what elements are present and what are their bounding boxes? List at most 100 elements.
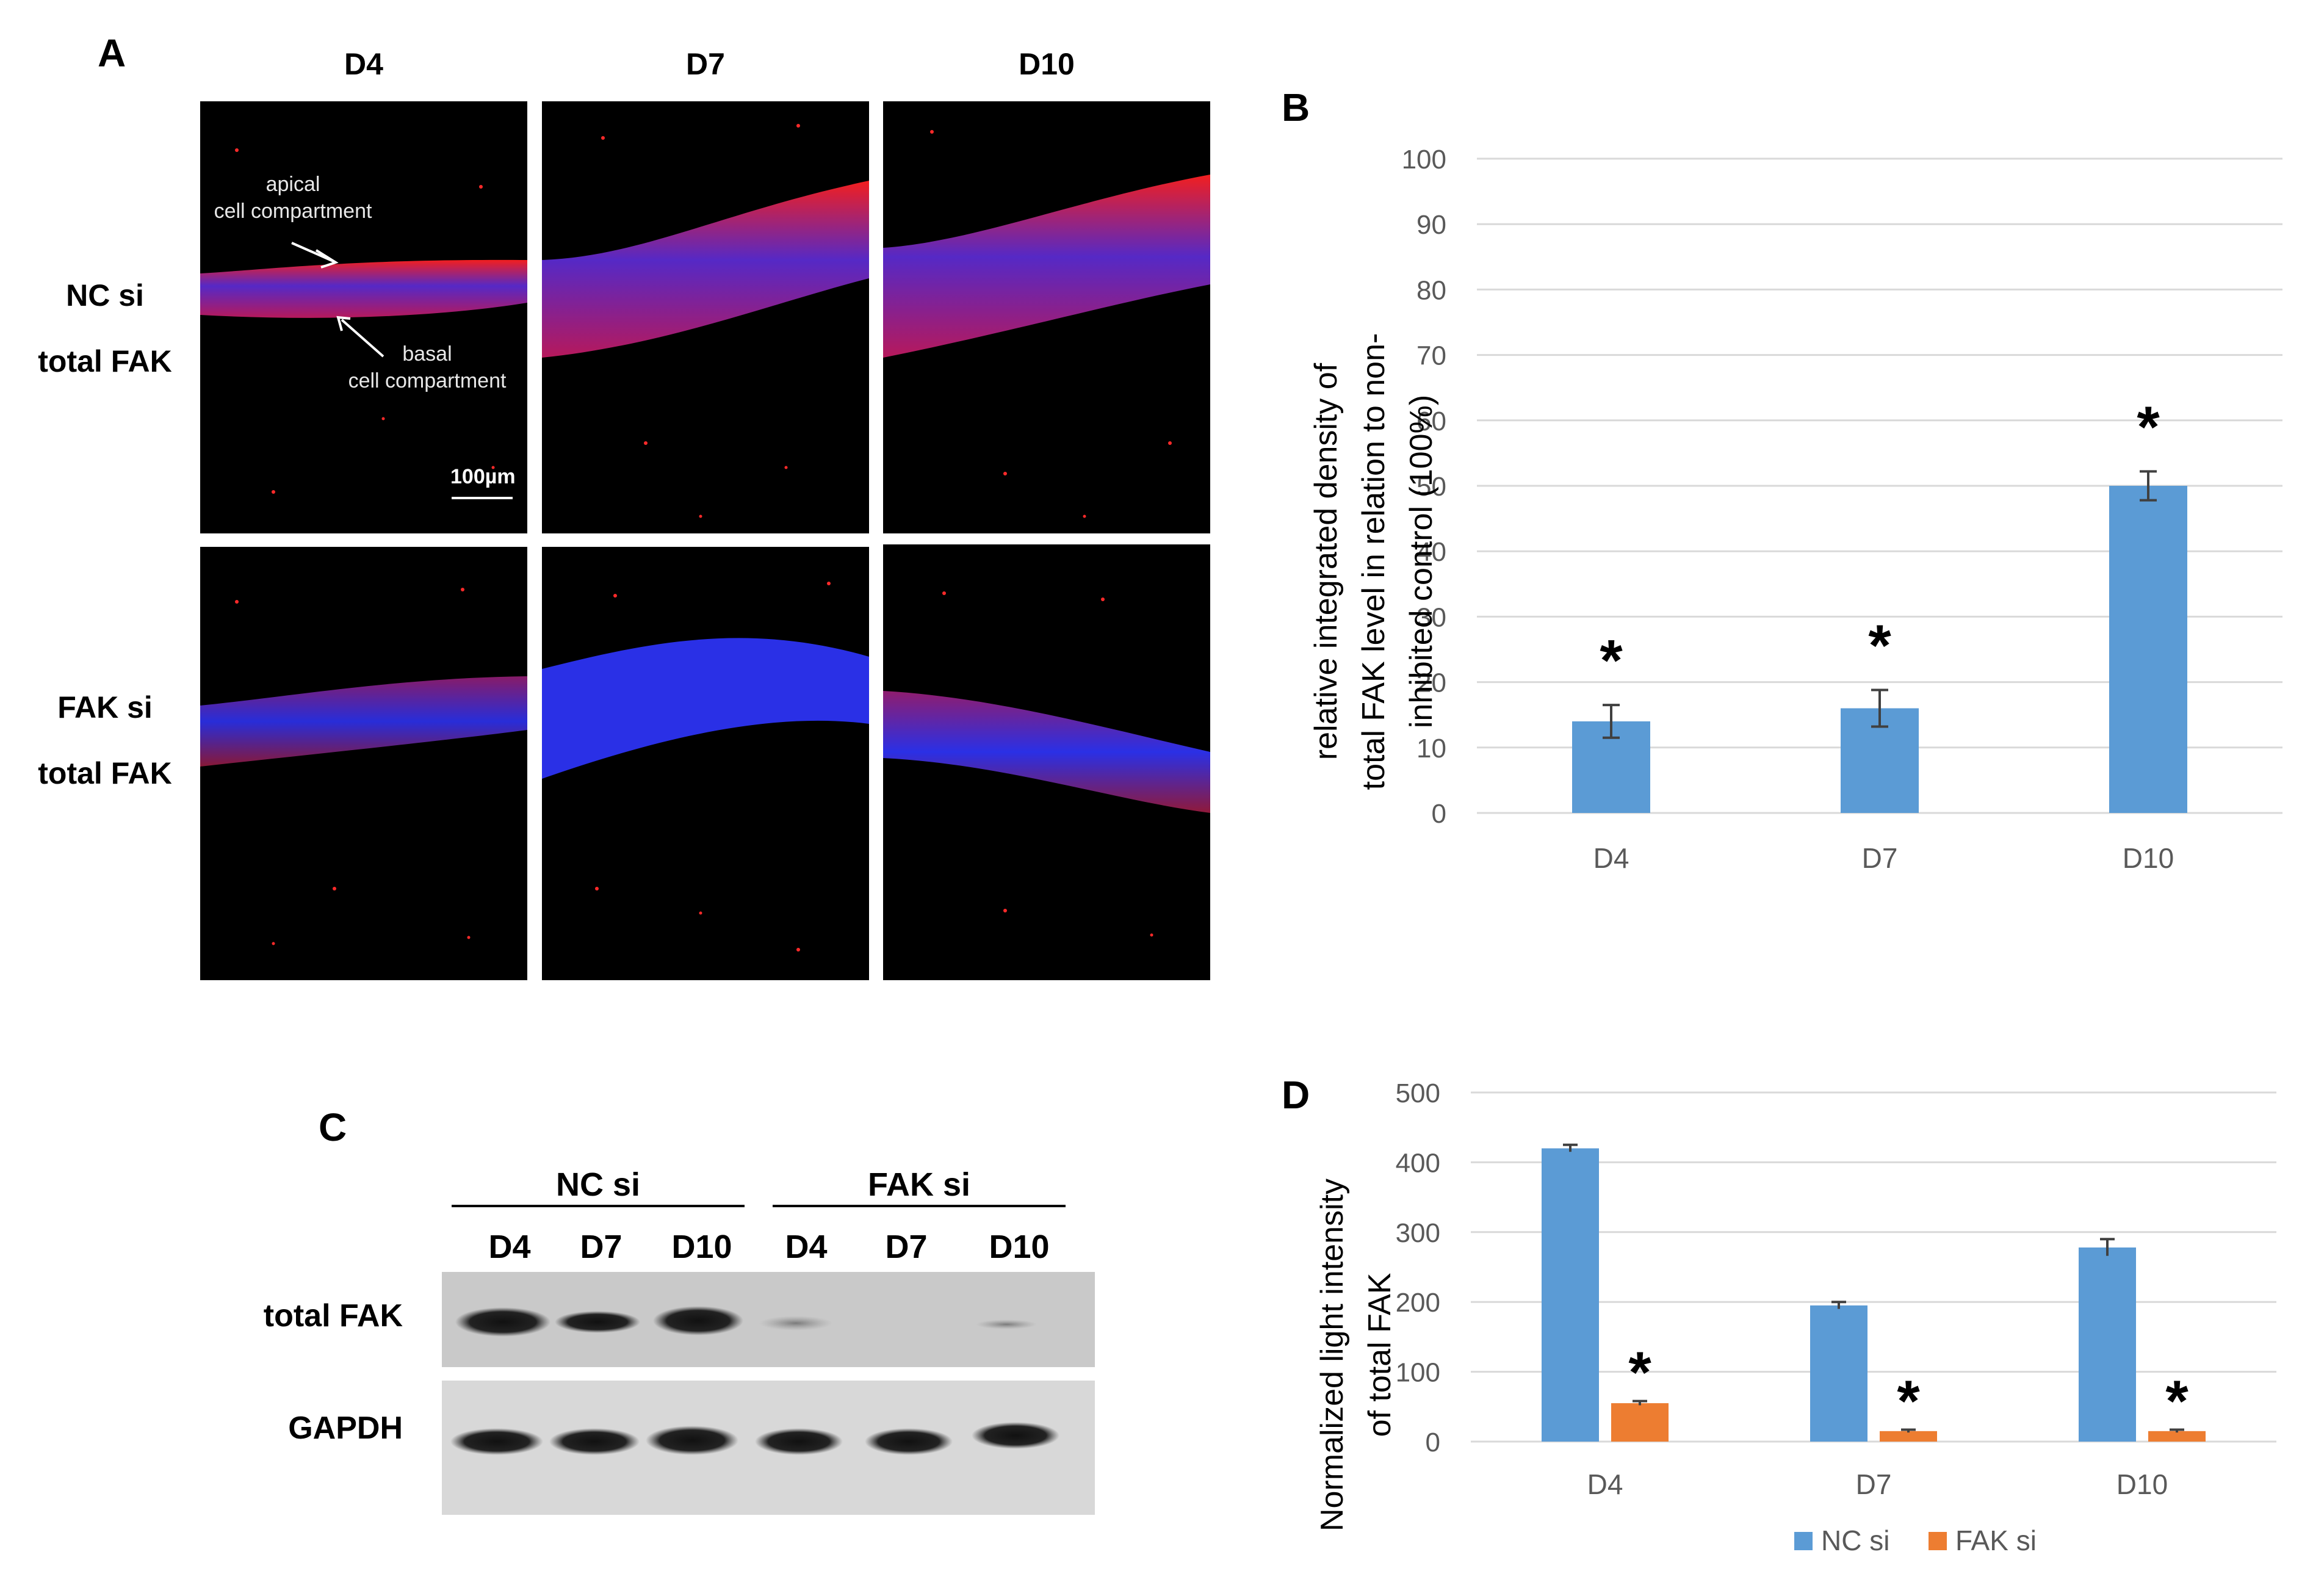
band [450, 1428, 543, 1455]
y-tick-label: 90 [1416, 210, 1446, 240]
panel-a-column-d7: D7 [686, 47, 725, 81]
band [865, 1428, 953, 1455]
x-tick-label: D7 [1862, 842, 1898, 874]
y-tick-label: 0 [1432, 799, 1446, 829]
micrograph-fak-d10 [883, 544, 1210, 980]
y-tick-label: 50 [1416, 472, 1446, 502]
chart-b: B 0 10 20 30 40 50 60 70 80 90 100 D4 D7 D10 * * * rel… [1282, 85, 2282, 874]
micrograph-fak-d4 [200, 547, 527, 980]
apical-arrow-head [315, 249, 339, 269]
row-label-line2: total FAK [38, 344, 172, 378]
panel-a-column-d10: D10 [1019, 47, 1075, 81]
bar [1810, 1305, 1867, 1442]
band [759, 1316, 832, 1331]
panel-d-letter: D [1282, 1073, 1310, 1117]
y-tick-label: 0 [1426, 1428, 1440, 1457]
band-label-total-fak: total FAK [263, 1298, 403, 1334]
micrograph-nc-d4 [200, 101, 527, 533]
legend-swatch [1929, 1532, 1947, 1550]
band [646, 1426, 738, 1455]
micrograph-nc-d7 [542, 101, 869, 533]
legend-label: FAK si [1955, 1525, 2037, 1556]
y-tick-label: 200 [1396, 1288, 1440, 1318]
panel-a-letter: A [98, 31, 126, 75]
y-tick-label: 70 [1416, 341, 1446, 371]
chart-d-ylabel-line1: Normalized light intensity [1315, 1179, 1350, 1531]
panel-a-row-label-nc: NC si total FAK [13, 262, 197, 394]
y-tick-label: 400 [1396, 1148, 1440, 1178]
lane-label: D7 [885, 1229, 928, 1265]
lane-label: D10 [989, 1229, 1050, 1265]
bar [1880, 1431, 1937, 1442]
lane-label: D4 [785, 1229, 828, 1265]
apical-annotation: apical cell compartment [195, 171, 391, 225]
bar [2109, 486, 2187, 813]
basal-arrow-head [336, 316, 351, 331]
blot-total-fak [442, 1272, 1095, 1367]
basal-line1: basal [402, 342, 452, 366]
band [755, 1428, 843, 1455]
group-label-fak: FAK si [867, 1166, 971, 1203]
panel-b-letter: B [1282, 85, 1310, 129]
x-tick-label: D10 [2116, 1468, 2168, 1500]
y-tick-label: 80 [1416, 275, 1446, 305]
annotation-arrows [291, 242, 513, 499]
bar [1611, 1403, 1669, 1442]
lane-label: D7 [580, 1229, 622, 1265]
y-tick-label: 40 [1416, 537, 1446, 567]
basal-arrow-line [341, 319, 384, 358]
band-label-gapdh: GAPDH [288, 1410, 403, 1446]
y-tick-label: 10 [1416, 734, 1446, 764]
lane-label: D4 [488, 1229, 531, 1265]
panel-a-column-d4: D4 [344, 47, 383, 81]
x-tick-label: D4 [1593, 842, 1629, 874]
y-tick-label: 300 [1396, 1218, 1440, 1248]
chart-b-ylabel-line1: relative integrated density of [1308, 363, 1344, 760]
legend-swatch [1794, 1532, 1813, 1550]
chart-b-ylabel-line2: total FAK level in relation to non- [1356, 333, 1391, 790]
significance-marker: * [1628, 1340, 1651, 1406]
row-label-line1: NC si [66, 278, 144, 312]
basal-annotation: basal cell compartment [330, 341, 525, 394]
micrograph-fak-d7 [542, 547, 869, 980]
bar [2079, 1247, 2136, 1442]
group-line-fak [773, 1205, 1066, 1207]
significance-marker: * [2165, 1369, 2189, 1434]
panel-c-letter: C [319, 1105, 347, 1149]
group-label-nc: NC si [555, 1166, 641, 1203]
significance-marker: * [1868, 613, 1891, 678]
significance-marker: * [1897, 1369, 1920, 1434]
panel-a-row-label-fak: FAK si total FAK [13, 674, 197, 806]
band [653, 1306, 743, 1335]
y-tick-label: 30 [1416, 602, 1446, 632]
group-line-nc [452, 1205, 745, 1207]
bar [2148, 1431, 2206, 1442]
band [972, 1422, 1059, 1449]
scale-bar-label: 100µm [450, 465, 516, 488]
micrograph-nc-d10 [883, 101, 1210, 533]
chart-d: D 0 100 200 300 400 500 D4 D7 D10 * * * Normalize… [1282, 1073, 2276, 1556]
basal-line2: cell compartment [348, 369, 507, 392]
band [455, 1307, 550, 1337]
apical-line2: cell compartment [214, 200, 372, 223]
lane-label: D10 [671, 1229, 732, 1265]
apical-arrow-line [291, 242, 334, 262]
chart-d-ylabel-line2: of total FAK [1362, 1273, 1398, 1437]
y-tick-label: 60 [1416, 406, 1446, 436]
y-tick-label: 100 [1402, 145, 1446, 175]
x-tick-label: D4 [1587, 1468, 1623, 1500]
apical-line1: apical [265, 173, 320, 196]
x-tick-label: D7 [1856, 1468, 1892, 1500]
y-tick-label: 100 [1396, 1358, 1440, 1388]
chart-b-ylabel-line3: inhibited control (100%) [1404, 395, 1439, 728]
row-label-line2: total FAK [38, 756, 172, 790]
y-tick-label: 500 [1396, 1078, 1440, 1108]
band [549, 1428, 640, 1455]
x-tick-label: D10 [2123, 842, 2174, 874]
row-label-line1: FAK si [57, 690, 153, 724]
legend-label: NC si [1821, 1525, 1889, 1556]
significance-marker: * [1600, 628, 1623, 693]
band [555, 1311, 640, 1333]
y-tick-label: 20 [1416, 668, 1446, 698]
significance-marker: * [2137, 394, 2160, 460]
